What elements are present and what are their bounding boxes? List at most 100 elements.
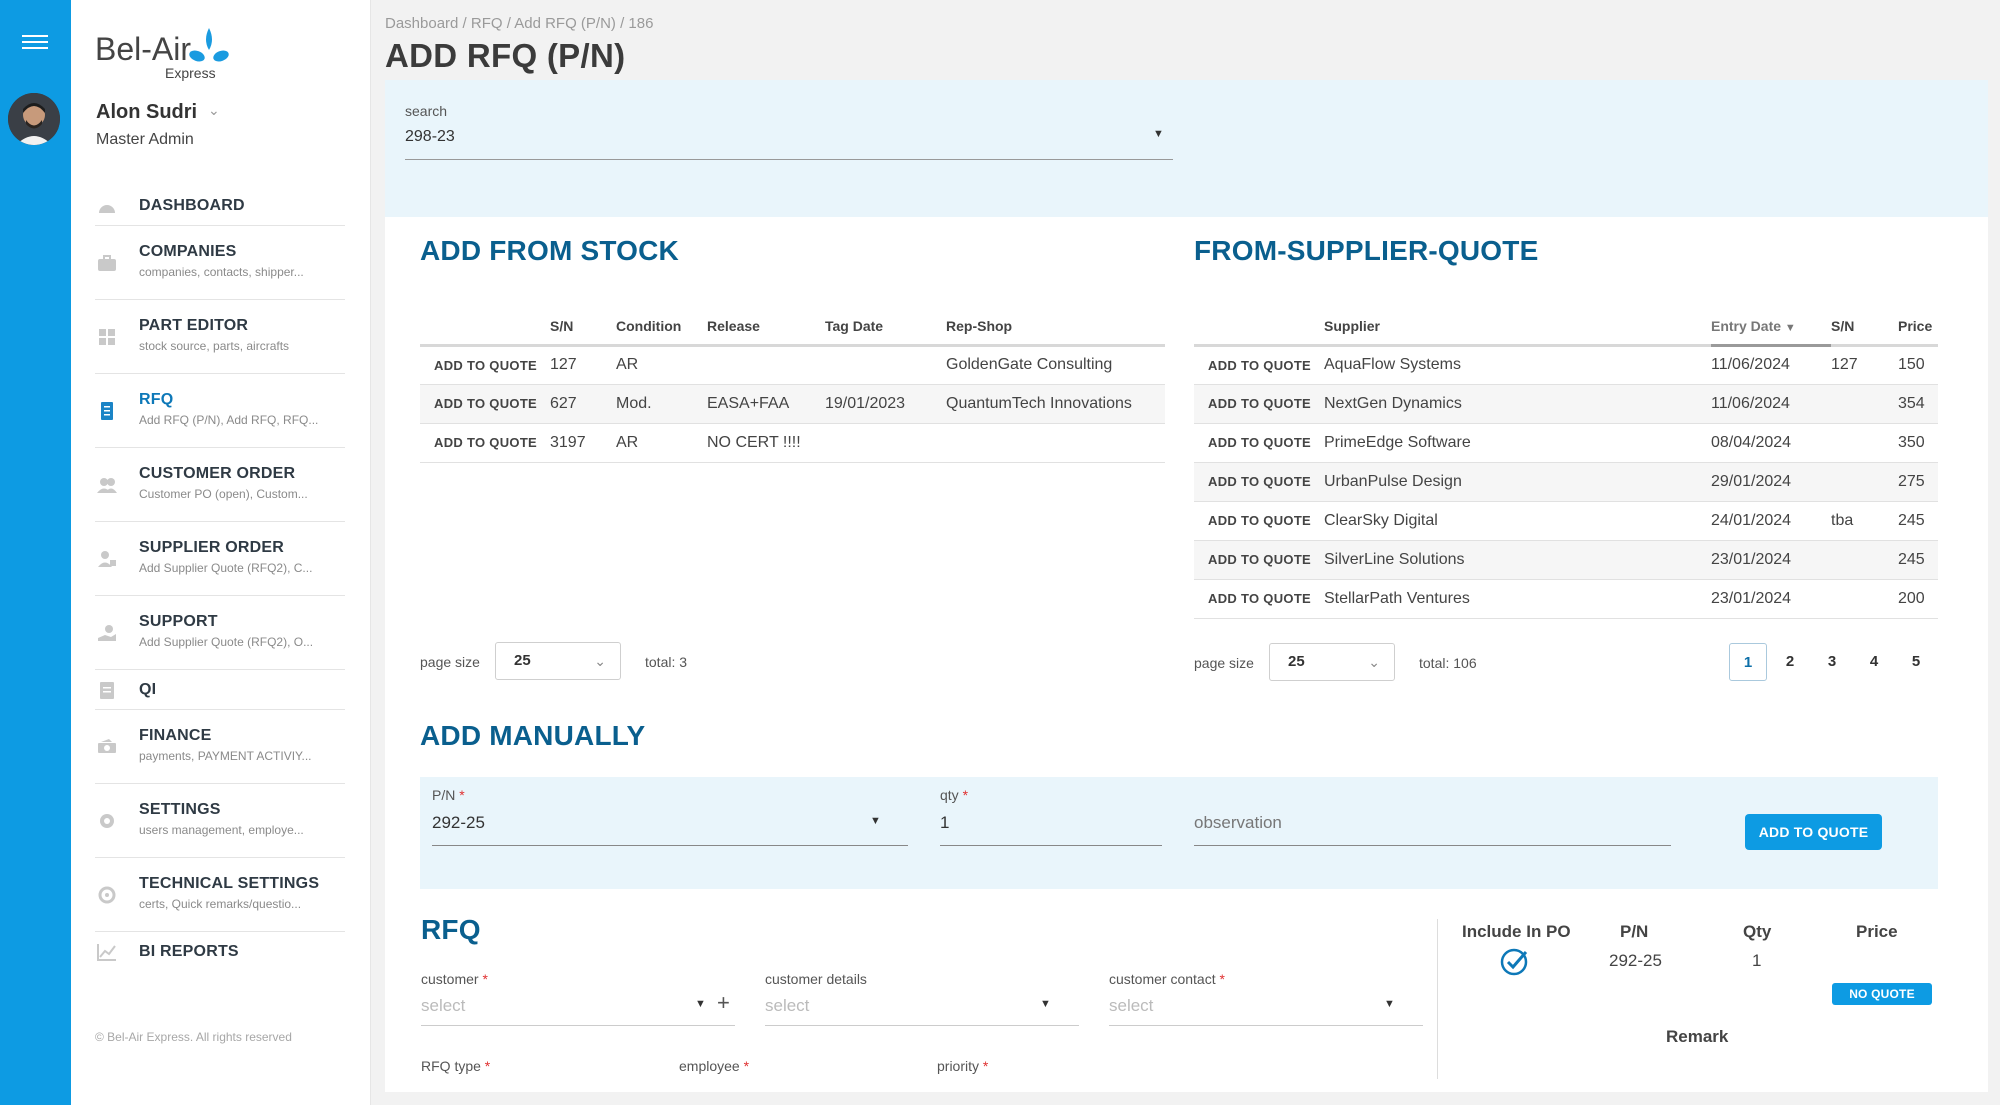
support-icon: [98, 624, 116, 641]
dropdown-caret-icon[interactable]: ▼: [1040, 998, 1051, 1010]
sidebar: Bel-Air Express Alon Sudri ⌄ Master Admi…: [71, 0, 371, 1105]
sidebar-item-subtitle: companies, contacts, shipper...: [139, 265, 304, 279]
sidebar-nav: DASHBOARD COMPANIES companies, contacts,…: [95, 186, 345, 972]
add-to-quote-link[interactable]: ADD TO QUOTE: [420, 423, 550, 463]
required-marker: *: [743, 1058, 750, 1074]
add-to-quote-link[interactable]: ADD TO QUOTE: [1194, 384, 1324, 424]
cell-sn: [1831, 540, 1898, 580]
sidebar-item-supplier-order[interactable]: SUPPLIER ORDER Add Supplier Quote (RFQ2)…: [95, 522, 345, 596]
document-icon: [101, 401, 113, 420]
pn-select[interactable]: 292-25: [432, 813, 485, 832]
sidebar-item-finance[interactable]: FINANCE payments, PAYMENT ACTIVIY...: [95, 710, 345, 784]
wrench-gear-icon: [98, 886, 116, 903]
stock-total: total: 3: [645, 654, 688, 670]
sidebar-item-part-editor[interactable]: PART EDITOR stock source, parts, aircraf…: [95, 300, 345, 374]
breadcrumb[interactable]: Dashboard / RFQ / Add RFQ (P/N) / 186: [385, 15, 654, 32]
add-to-quote-link[interactable]: ADD TO QUOTE: [420, 345, 550, 385]
sq-col-sn[interactable]: S/N: [1831, 309, 1898, 347]
dropdown-caret-icon[interactable]: ▼: [870, 815, 881, 827]
sidebar-item-label: SUPPLIER ORDER: [139, 539, 285, 556]
pagination: 1 2 3 4 5: [1729, 643, 1935, 681]
table-row: ADD TO QUOTE SilverLine Solutions 23/01/…: [1194, 540, 1938, 580]
clipboard-icon: [100, 681, 114, 699]
add-to-quote-link[interactable]: ADD TO QUOTE: [1194, 579, 1324, 619]
add-to-quote-link[interactable]: ADD TO QUOTE: [420, 384, 550, 424]
cell-sn: tba: [1831, 501, 1898, 541]
required-marker: *: [484, 1058, 491, 1074]
no-quote-badge[interactable]: NO QUOTE: [1832, 983, 1932, 1005]
add-to-quote-link[interactable]: ADD TO QUOTE: [1194, 462, 1324, 502]
sidebar-item-subtitle: stock source, parts, aircrafts: [139, 339, 290, 353]
sidebar-item-technical-settings[interactable]: TECHNICAL SETTINGS certs, Quick remarks/…: [95, 858, 345, 932]
sq-page-size-select[interactable]: 25 ⌄: [1269, 643, 1395, 681]
add-to-quote-link[interactable]: ADD TO QUOTE: [1194, 501, 1324, 541]
stock-page-size-select[interactable]: 25 ⌄: [495, 642, 621, 680]
required-marker: *: [1219, 971, 1225, 987]
logo[interactable]: Bel-Air Express: [95, 22, 255, 82]
menu-icon[interactable]: [22, 35, 48, 49]
add-to-quote-link[interactable]: ADD TO QUOTE: [1194, 345, 1324, 385]
priority-label: priority *: [937, 1058, 988, 1074]
sidebar-item-settings[interactable]: SETTINGS users management, employe...: [95, 784, 345, 858]
stock-col-rep-shop[interactable]: Rep-Shop: [946, 309, 1165, 347]
sidebar-item-companies[interactable]: COMPANIES companies, contacts, shipper..…: [95, 226, 345, 300]
avatar[interactable]: [8, 93, 60, 145]
manual-section-title: ADD MANUALLY: [420, 720, 646, 751]
add-to-quote-link[interactable]: ADD TO QUOTE: [1194, 540, 1324, 580]
sq-col-entry-date[interactable]: Entry Date ▼: [1711, 309, 1831, 347]
search-input[interactable]: 298-23: [405, 128, 455, 145]
sq-col-supplier[interactable]: Supplier: [1324, 309, 1711, 347]
sidebar-item-subtitle: users management, employe...: [139, 823, 304, 837]
dropdown-caret-icon[interactable]: ▼: [1153, 128, 1164, 140]
page-button-4[interactable]: 4: [1869, 653, 1879, 670]
customer-contact-underline: [1109, 1025, 1423, 1026]
page-button-5[interactable]: 5: [1911, 653, 1921, 670]
cell-entry-date: 23/01/2024: [1711, 540, 1831, 580]
check-circle-icon[interactable]: [1499, 947, 1529, 977]
sidebar-item-dashboard[interactable]: DASHBOARD: [95, 186, 345, 226]
sidebar-item-support[interactable]: SUPPORT Add Supplier Quote (RFQ2), O...: [95, 596, 345, 670]
sidebar-item-customer-order[interactable]: CUSTOMER ORDER Customer PO (open), Custo…: [95, 448, 345, 522]
rfq-section-title: RFQ: [421, 914, 481, 945]
required-marker: *: [459, 787, 465, 803]
user-name[interactable]: Alon Sudri: [96, 101, 198, 123]
cell-rep-shop: GoldenGate Consulting: [946, 345, 1165, 385]
dropdown-caret-icon[interactable]: ▼: [1384, 998, 1395, 1010]
table-row: ADD TO QUOTE ClearSky Digital 24/01/2024…: [1194, 501, 1938, 541]
cell-price: 245: [1898, 501, 1938, 541]
stock-col-release[interactable]: Release: [707, 309, 825, 347]
dropdown-caret-icon[interactable]: ▼: [695, 998, 706, 1010]
customer-details-label: customer details: [765, 971, 867, 987]
chevron-down-icon[interactable]: ⌄: [208, 102, 220, 118]
qty-input[interactable]: 1: [940, 813, 950, 832]
add-to-quote-link[interactable]: ADD TO QUOTE: [1194, 423, 1324, 463]
customer-select[interactable]: select: [421, 996, 466, 1015]
copyright: © Bel-Air Express. All rights reserved: [95, 1030, 292, 1044]
customer-contact-select[interactable]: select: [1109, 996, 1154, 1015]
page-button-1[interactable]: 1: [1729, 643, 1767, 681]
sq-col-price[interactable]: Price: [1898, 309, 1938, 347]
customer-details-select[interactable]: select: [765, 996, 810, 1015]
sidebar-item-subtitle: certs, Quick remarks/questio...: [139, 897, 302, 911]
cell-entry-date: 11/06/2024: [1711, 345, 1831, 385]
stock-col-tag-date[interactable]: Tag Date: [825, 309, 946, 347]
page-button-3[interactable]: 3: [1827, 653, 1837, 670]
cell-sn: 3197: [550, 423, 616, 463]
page-button-2[interactable]: 2: [1785, 653, 1795, 670]
observation-input[interactable]: observation: [1194, 813, 1282, 832]
manual-panel: P/N * 292-25 ▼ qty * 1 observation ADD T…: [420, 777, 1938, 889]
cell-supplier: AquaFlow Systems: [1324, 345, 1711, 385]
sidebar-item-bi-reports[interactable]: BI REPORTS: [95, 932, 345, 972]
stock-col-condition[interactable]: Condition: [616, 309, 707, 347]
add-customer-plus-icon[interactable]: +: [717, 990, 730, 1015]
cell-price: 275: [1898, 462, 1938, 502]
stock-col-sn[interactable]: S/N: [550, 309, 616, 347]
rfq-type-label-text: RFQ type: [421, 1058, 481, 1074]
sidebar-item-rfq[interactable]: RFQ Add RFQ (P/N), Add RFQ, RFQ...: [95, 374, 345, 448]
add-to-quote-button[interactable]: ADD TO QUOTE: [1745, 814, 1882, 850]
supplier-quote-scroll[interactable]: Supplier Entry Date ▼ S/N Price ADD TO Q…: [1194, 309, 1938, 634]
sidebar-item-qi[interactable]: QI: [95, 670, 345, 710]
cell-release: [707, 345, 825, 385]
cell-release: NO CERT !!!!: [707, 423, 825, 463]
logo-text: Bel-Air: [95, 31, 191, 67]
